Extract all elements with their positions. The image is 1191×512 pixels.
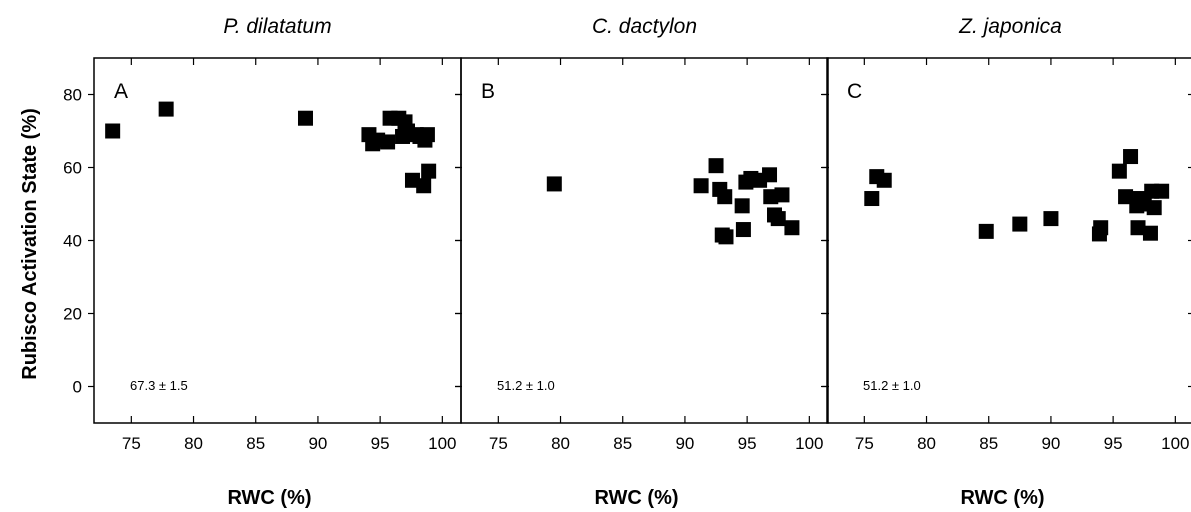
- data-point: [1142, 225, 1158, 241]
- x-tick-label: 90: [308, 434, 327, 453]
- data-point: [774, 187, 790, 203]
- data-point: [734, 198, 750, 214]
- x-tick-label: 100: [428, 434, 456, 453]
- data-point: [693, 178, 709, 194]
- x-tick-label: 100: [1161, 434, 1189, 453]
- data-point: [416, 178, 432, 194]
- data-point: [380, 134, 396, 150]
- y-tick-label: 20: [63, 305, 82, 324]
- data-point: [770, 211, 786, 227]
- panel-title: Z. japonica: [958, 15, 1062, 38]
- x-tick-label: 80: [184, 434, 203, 453]
- x-axis-label: RWC (%): [227, 487, 311, 509]
- x-tick-label: 75: [855, 434, 874, 453]
- data-point: [1043, 211, 1059, 227]
- data-point: [1111, 163, 1127, 179]
- data-point: [1146, 200, 1162, 216]
- x-tick-label: 85: [246, 434, 265, 453]
- x-axis-label: RWC (%): [594, 487, 678, 509]
- plot-frame: [826, 57, 1191, 424]
- data-point: [1123, 149, 1139, 165]
- y-tick-label: 80: [63, 86, 82, 105]
- chart-panels: P. dilatatum 75 80 85 90 95 100 0 20 40 60 80 A 67.3 …: [63, 15, 1191, 509]
- data-point: [1154, 183, 1170, 199]
- data-point: [978, 223, 994, 239]
- panel-label: A: [114, 80, 128, 103]
- x-tick-label: 100: [795, 434, 823, 453]
- data-point: [784, 220, 800, 236]
- data-point: [876, 172, 892, 188]
- data-point: [708, 158, 724, 174]
- x-tick-label: 80: [551, 434, 570, 453]
- data-point: [864, 191, 880, 207]
- x-tick-label: 80: [917, 434, 936, 453]
- x-axis-label: RWC (%): [960, 487, 1044, 509]
- data-point: [717, 189, 733, 205]
- panel-title: P. dilatatum: [223, 15, 331, 38]
- y-tick-label: 0: [73, 378, 82, 397]
- plot-frame: [460, 57, 829, 424]
- x-tick-label: 95: [371, 434, 390, 453]
- panel-b: C. dactylon 75 80 85 90 95 100 B 51.2 ± 1.0 RWC (…: [455, 15, 829, 509]
- x-tick-label: 95: [738, 434, 757, 453]
- annotation: 67.3 ± 1.5: [130, 378, 188, 393]
- panel-label: B: [481, 80, 495, 103]
- x-tick-label: 95: [1104, 434, 1123, 453]
- data-point: [718, 229, 734, 245]
- data-point: [105, 123, 121, 139]
- panel-title: C. dactylon: [592, 15, 697, 38]
- data-point: [1130, 220, 1146, 236]
- y-axis-label: Rubisco Activation State (%): [19, 108, 41, 380]
- data-point: [1093, 220, 1109, 236]
- data-point: [297, 110, 313, 126]
- data-point: [1012, 216, 1028, 232]
- panel-c: Z. japonica 75 80 85 90 95 100 C 51.2 ± 1.0 RWC (…: [821, 15, 1191, 509]
- y-tick-label: 40: [63, 232, 82, 251]
- annotation: 51.2 ± 1.0: [497, 378, 555, 393]
- data-point: [419, 127, 435, 143]
- x-tick-label: 75: [489, 434, 508, 453]
- annotation: 51.2 ± 1.0: [863, 378, 921, 393]
- x-tick-label: 90: [1041, 434, 1060, 453]
- panel-a: P. dilatatum 75 80 85 90 95 100 0 20 40 60 80 A 67.3 …: [63, 15, 462, 509]
- x-tick-label: 75: [122, 434, 141, 453]
- data-point: [546, 176, 562, 192]
- panel-label: C: [847, 80, 862, 103]
- data-point: [158, 101, 174, 117]
- y-tick-label: 60: [63, 159, 82, 178]
- data-point: [421, 163, 437, 179]
- data-point: [762, 167, 778, 183]
- data-point: [735, 222, 751, 238]
- x-tick-label: 85: [613, 434, 632, 453]
- x-tick-label: 85: [979, 434, 998, 453]
- x-tick-label: 90: [675, 434, 694, 453]
